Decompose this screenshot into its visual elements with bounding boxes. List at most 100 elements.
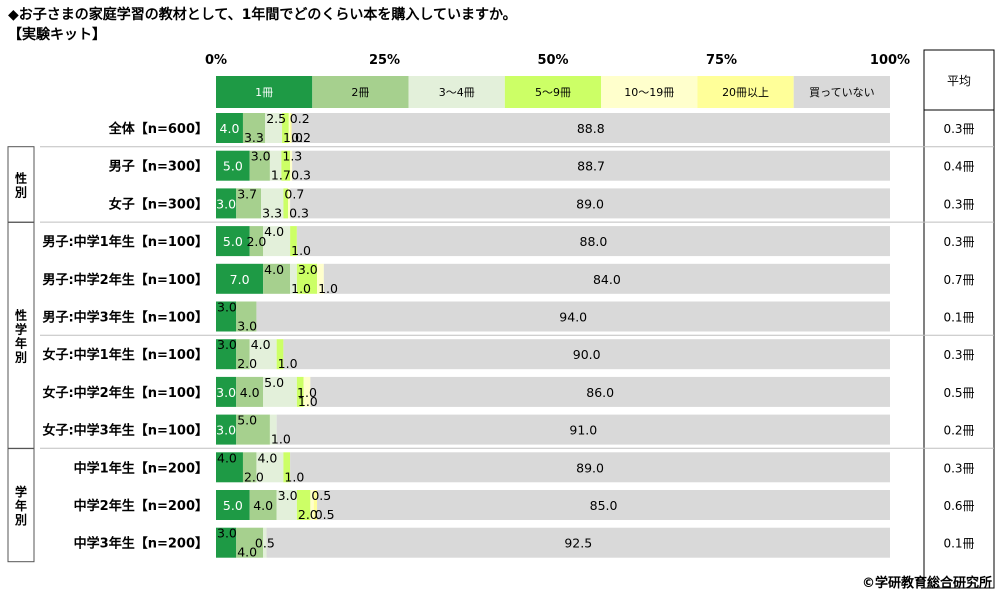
bar-segment xyxy=(249,150,270,181)
bar-segment xyxy=(296,226,890,257)
data-label: 5.0 xyxy=(223,234,243,249)
bar-segment xyxy=(216,113,243,143)
data-label: 1.7 xyxy=(271,168,291,183)
average-value: 0.3冊 xyxy=(943,235,974,249)
bar-segment xyxy=(256,452,284,483)
data-label: 3.0 xyxy=(217,526,237,541)
bar-segment xyxy=(269,150,282,181)
data-label: 84.0 xyxy=(593,272,621,287)
bar-segment xyxy=(236,339,250,370)
bar-segment xyxy=(290,263,297,294)
average-column-header: 平均 xyxy=(947,74,971,88)
data-label: 3.0 xyxy=(237,319,257,334)
bar-segment xyxy=(290,150,293,181)
data-label: 3.0 xyxy=(216,385,236,400)
bar-segment xyxy=(281,150,291,181)
average-value: 0.6冊 xyxy=(943,499,974,513)
data-label: 2.0 xyxy=(246,234,266,249)
group-label-char: 学 xyxy=(15,484,27,499)
legend-label: 買っていない xyxy=(809,86,874,99)
data-label: 3.0 xyxy=(217,337,237,352)
data-label: 0.7 xyxy=(284,186,304,201)
data-label: 88.8 xyxy=(577,121,605,136)
average-value: 0.3冊 xyxy=(943,461,974,475)
data-label: 0.2 xyxy=(290,111,310,126)
data-label: 4.0 xyxy=(251,337,271,352)
bar-segment xyxy=(283,188,289,219)
average-value: 0.4冊 xyxy=(943,160,974,174)
bar-segment xyxy=(269,414,277,445)
data-label: 89.0 xyxy=(576,196,604,211)
data-label: 3.0 xyxy=(217,300,237,315)
x-tick-label: 50% xyxy=(537,53,568,68)
bar-segment xyxy=(317,490,891,520)
data-label: 3.0 xyxy=(278,488,298,503)
row-label: 女子【n=300】 xyxy=(109,196,208,212)
row-label: 男子:中学2年生【n=100】 xyxy=(42,272,208,288)
bar-segment xyxy=(303,376,311,407)
chart-subtitle: 【実験キット】 xyxy=(8,27,106,43)
bar-segment xyxy=(290,188,890,219)
data-label: 1.0 xyxy=(297,385,317,400)
x-tick-label: 0% xyxy=(205,53,227,68)
bar-segment xyxy=(216,339,237,370)
chart-title: ◆お子さまの家庭学習の教材として、1年間でどのくらい本を購入していますか。 xyxy=(8,7,517,23)
row-label: 男子【n=300】 xyxy=(109,159,208,175)
row-label: 中学2年生【n=200】 xyxy=(74,498,208,514)
data-label: 90.0 xyxy=(573,347,601,362)
bar-segment xyxy=(216,527,237,558)
bar-segment xyxy=(216,452,243,483)
group-label-char: 別 xyxy=(14,350,27,364)
group-label-char: 年 xyxy=(15,335,27,350)
data-label: 4.0 xyxy=(217,450,237,465)
bar-segment xyxy=(296,376,304,407)
bar-segment xyxy=(236,301,257,332)
data-label: 4.0 xyxy=(220,121,240,136)
legend-label: 20冊以上 xyxy=(722,86,769,99)
group-label-char: 学 xyxy=(15,321,27,336)
bar-segment xyxy=(256,301,890,332)
data-label: 3.3 xyxy=(244,130,264,145)
legend-label: 10～19冊 xyxy=(624,86,674,99)
bar-segment xyxy=(276,339,284,370)
bar-segment xyxy=(283,452,291,483)
data-label: 92.5 xyxy=(564,536,592,551)
bar-segment xyxy=(288,113,291,143)
data-label: 5.0 xyxy=(237,413,257,428)
bar-segment xyxy=(261,188,284,219)
bar-segment xyxy=(263,263,291,294)
data-label: 0.5 xyxy=(255,536,275,551)
bar-segment xyxy=(216,414,237,445)
data-label: 88.7 xyxy=(577,159,605,174)
data-label: 5.0 xyxy=(264,375,284,390)
data-label: 0.3 xyxy=(289,205,309,220)
data-label: 4.0 xyxy=(253,498,273,513)
data-label: 1.0 xyxy=(278,356,298,371)
bar-segment xyxy=(276,490,297,520)
data-label: 1.0 xyxy=(271,432,291,447)
data-label: 1.3 xyxy=(282,149,302,164)
data-label: 0.3 xyxy=(291,168,311,183)
bar-segment xyxy=(236,414,270,445)
data-label: 2.5 xyxy=(266,111,286,126)
data-label: 2.0 xyxy=(244,469,264,484)
bar-segment xyxy=(296,263,318,294)
group-box xyxy=(7,447,35,563)
data-label: 0.2 xyxy=(291,130,311,145)
bar-segment xyxy=(242,452,257,483)
bar-segment xyxy=(216,263,264,294)
data-label: 91.0 xyxy=(569,423,597,438)
data-label: 3.3 xyxy=(262,205,282,220)
bar-segment xyxy=(263,226,291,257)
data-label: 1.0 xyxy=(291,281,311,296)
average-value: 0.7冊 xyxy=(943,273,974,287)
average-value: 0.5冊 xyxy=(943,386,974,400)
average-value: 0.3冊 xyxy=(943,197,974,211)
bar-segment xyxy=(290,226,297,257)
data-label: 89.0 xyxy=(576,460,604,475)
bar-segment xyxy=(216,188,237,219)
bar-segment xyxy=(288,188,291,219)
group-label-char: 別 xyxy=(14,186,27,200)
legend-label: 5～9冊 xyxy=(535,86,571,99)
